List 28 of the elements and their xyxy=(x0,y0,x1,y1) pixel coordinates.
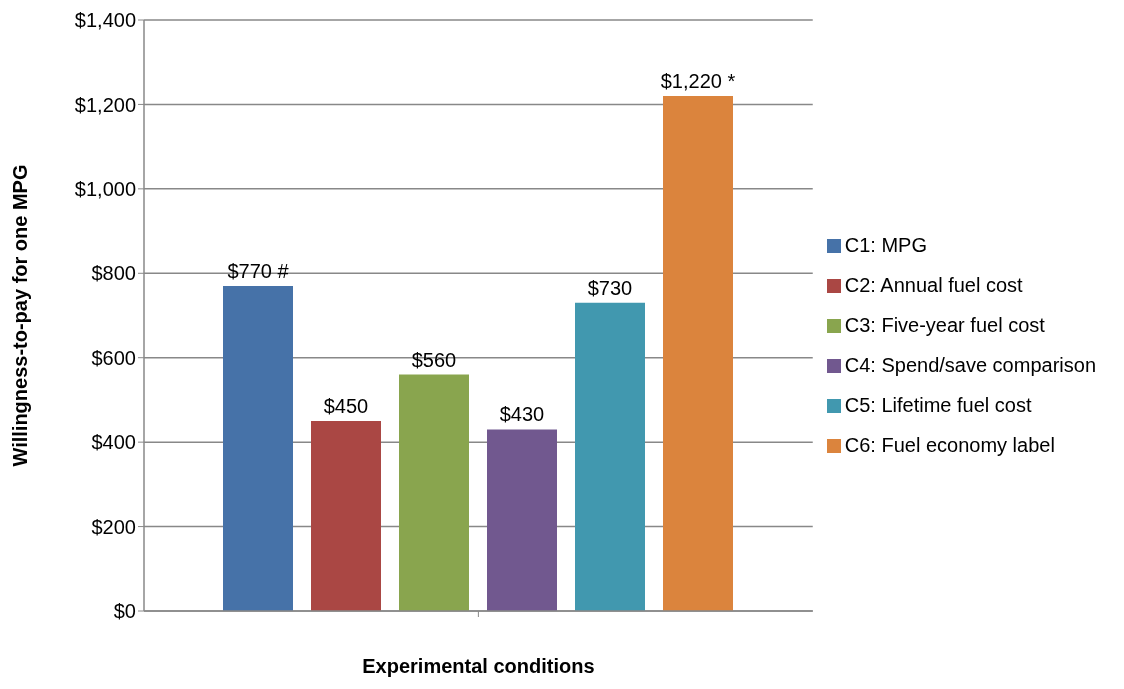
y-axis-title: Willingness-to-pay for one MPG xyxy=(9,164,32,467)
y-tick-label: $400 xyxy=(91,431,136,454)
bar xyxy=(399,374,469,611)
y-tick-label: $200 xyxy=(91,515,136,538)
x-axis-title: Experimental conditions xyxy=(362,655,595,677)
data-label: $560 xyxy=(411,348,457,371)
legend-label: C5: Lifetime fuel cost xyxy=(844,393,1032,416)
y-tick-label: $1,000 xyxy=(74,177,136,200)
data-label: $730 xyxy=(587,276,633,299)
legend-label: C2: Annual fuel cost xyxy=(844,273,1023,296)
y-tick-label: $1,200 xyxy=(74,93,136,116)
bar xyxy=(487,429,557,611)
bar xyxy=(223,285,293,611)
legend-label: C1: MPG xyxy=(844,233,927,256)
data-label: $450 xyxy=(323,395,369,418)
legend-label: C4: Spend/save comparison xyxy=(844,353,1096,376)
legend-label: C6: Fuel economy label xyxy=(844,433,1055,456)
data-label: $770 # xyxy=(227,259,290,282)
y-tick-label: $800 xyxy=(91,262,136,285)
bar xyxy=(663,95,733,611)
bar xyxy=(575,302,645,611)
bar xyxy=(311,421,381,611)
data-label: $430 xyxy=(499,403,545,426)
y-tick-label: $1,400 xyxy=(74,9,136,32)
data-label: $1,220 * xyxy=(660,69,736,92)
y-tick-label: $0 xyxy=(113,600,136,623)
legend-label: C3: Five-year fuel cost xyxy=(844,313,1045,336)
y-tick-label: $600 xyxy=(91,346,136,369)
